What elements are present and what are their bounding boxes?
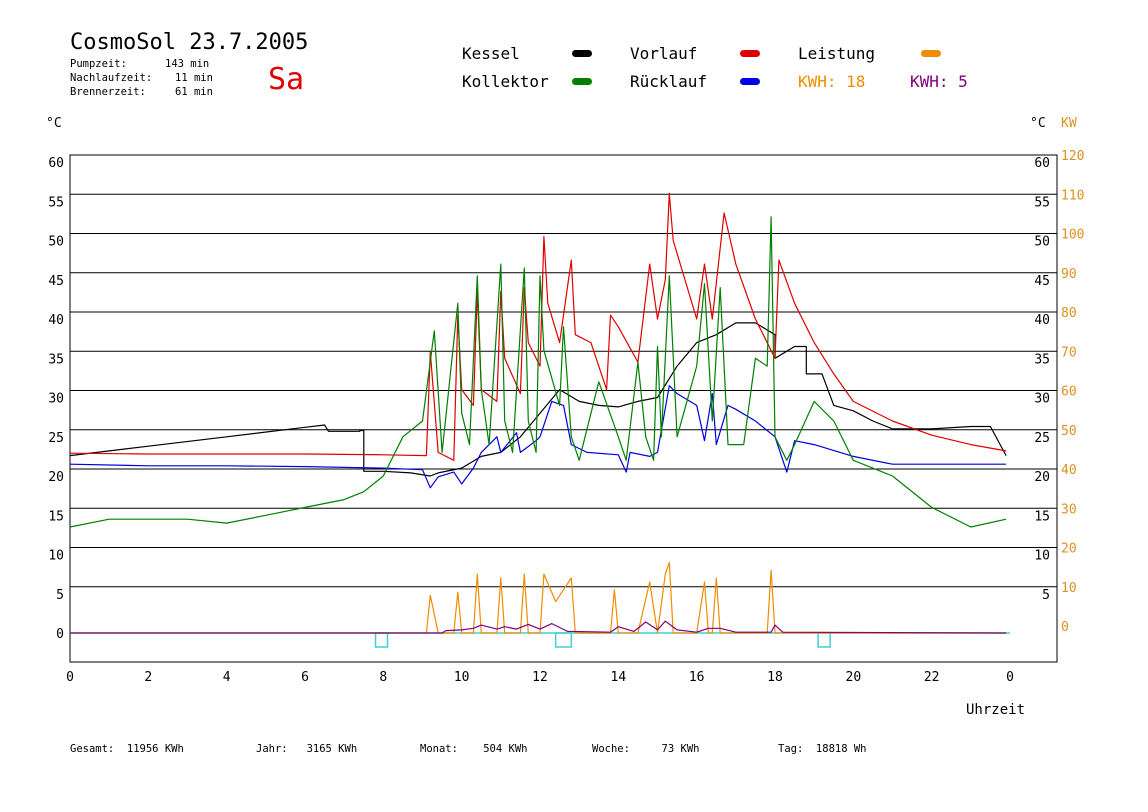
y-tick-label-20: 20 <box>48 470 64 485</box>
kw-tick-label-20: 20 <box>1061 542 1077 557</box>
kw-tick-label-120: 120 <box>1061 149 1084 164</box>
y-tick-label-55: 55 <box>48 195 64 210</box>
footer-tag: Tag: 18818 Wh <box>778 743 867 755</box>
plot-frame <box>69 154 1058 663</box>
y-tick-label-40: 40 <box>48 313 64 328</box>
legend-vorlauf: Vorlauf <box>630 44 698 63</box>
y-right-tick-label-10: 10 <box>1034 549 1050 564</box>
y-tick-label-15: 15 <box>48 509 64 524</box>
legend-ruecklauf: Rücklauf <box>630 72 708 91</box>
stat-nachlaufzeit-value: 11 min <box>175 72 213 84</box>
x-tick-label-0: 0 <box>66 670 74 685</box>
pump-marker-2 <box>817 632 831 648</box>
stat-brennerzeit: Brennerzeit: <box>70 86 146 98</box>
kw-tick-label-0: 0 <box>1061 620 1069 635</box>
kw-tick-label-100: 100 <box>1061 228 1084 243</box>
kw-tick-label-40: 40 <box>1061 463 1077 478</box>
x-tick-label-1: 2 <box>144 670 152 685</box>
y-right-tick-label-35: 35 <box>1034 352 1050 367</box>
series-rcklauf-line <box>69 385 1007 489</box>
footer-monat: Monat: 504 KWh <box>420 743 528 755</box>
y-right-tick-label-30: 30 <box>1034 392 1050 407</box>
y-right-tick-label-25: 25 <box>1034 431 1050 446</box>
legend-ruecklauf-swatch <box>740 78 760 85</box>
kw-tick-label-10: 10 <box>1061 581 1077 596</box>
legend-kollektor-swatch <box>572 78 592 85</box>
legend-kwh-purple: KWH: 5 <box>910 72 968 91</box>
pump-marker-1 <box>554 632 573 648</box>
y-tick-label-5: 5 <box>56 588 64 603</box>
y-axis-label-right-kw: KW <box>1061 116 1077 131</box>
y-right-tick-label-5: 5 <box>1042 588 1050 603</box>
x-tick-label-11: 22 <box>924 670 940 685</box>
series-kessel-line <box>69 322 1007 477</box>
y-right-tick-label-55: 55 <box>1034 195 1050 210</box>
y-right-tick-label-15: 15 <box>1034 509 1050 524</box>
y-tick-label-0: 0 <box>56 627 64 642</box>
legend-kwh-orange: KWH: 18 <box>798 72 866 91</box>
legend-vorlauf-swatch <box>740 50 760 57</box>
x-axis-label: Uhrzeit <box>966 702 1026 718</box>
x-tick-label-9: 18 <box>767 670 783 685</box>
kw-tick-label-60: 60 <box>1061 385 1077 400</box>
x-tick-label-2: 4 <box>223 670 231 685</box>
y-axis-label-left: °C <box>46 116 62 131</box>
x-tick-label-3: 6 <box>301 670 309 685</box>
stat-nachlaufzeit: Nachlaufzeit: <box>70 72 153 84</box>
y-tick-label-30: 30 <box>48 392 64 407</box>
x-tick-label-8: 16 <box>689 670 705 685</box>
y-tick-label-60: 60 <box>48 156 64 171</box>
page-title: CosmoSol 23.7.2005 <box>70 30 309 55</box>
x-tick-label-6: 12 <box>532 670 548 685</box>
kw-tick-label-70: 70 <box>1061 345 1077 360</box>
y-tick-label-10: 10 <box>48 549 64 564</box>
kw-tick-label-50: 50 <box>1061 424 1077 439</box>
footer-woche: Woche: 73 KWh <box>592 743 700 755</box>
legend-leistung-swatch <box>921 50 941 57</box>
footer-gesamt: Gesamt: 11956 KWh <box>70 743 184 755</box>
kw-tick-label-80: 80 <box>1061 306 1077 321</box>
y-right-tick-label-60: 60 <box>1034 156 1050 171</box>
x-tick-label-10: 20 <box>846 670 862 685</box>
x-tick-label-5: 10 <box>454 670 470 685</box>
y-right-tick-label-20: 20 <box>1034 470 1050 485</box>
series-vorlauf-line <box>69 192 1007 461</box>
y-tick-label-35: 35 <box>48 352 64 367</box>
y-tick-label-45: 45 <box>48 274 64 289</box>
legend-kessel-swatch <box>572 50 592 57</box>
y-tick-label-50: 50 <box>48 235 64 250</box>
kw-tick-label-90: 90 <box>1061 267 1077 282</box>
weekday-label: Sa <box>268 62 305 97</box>
y-tick-label-25: 25 <box>48 431 64 446</box>
y-right-tick-label-50: 50 <box>1034 235 1050 250</box>
legend-leistung: Leistung <box>798 44 876 63</box>
series-kollektor-line <box>69 216 1007 528</box>
x-tick-label-4: 8 <box>379 670 387 685</box>
kw-tick-label-30: 30 <box>1061 502 1077 517</box>
y-axis-label-right: °C <box>1030 116 1046 131</box>
y-right-tick-label-45: 45 <box>1034 274 1050 289</box>
kw-tick-label-110: 110 <box>1061 188 1084 203</box>
series-leistung-line <box>70 561 1007 634</box>
pump-marker-0 <box>374 632 389 648</box>
series-kwh-line <box>70 620 1007 634</box>
legend-kessel: Kessel <box>462 44 520 63</box>
stat-pumpzeit-value: 143 min <box>165 58 210 70</box>
footer-jahr: Jahr: 3165 KWh <box>256 743 358 755</box>
y-right-tick-label-40: 40 <box>1034 313 1050 328</box>
stat-brennerzeit-value: 61 min <box>175 86 213 98</box>
x-tick-label-7: 14 <box>611 670 627 685</box>
stat-pumpzeit: Pumpzeit: <box>70 58 127 70</box>
legend-kollektor: Kollektor <box>462 72 549 91</box>
x-tick-label-12: 0 <box>1006 670 1014 685</box>
